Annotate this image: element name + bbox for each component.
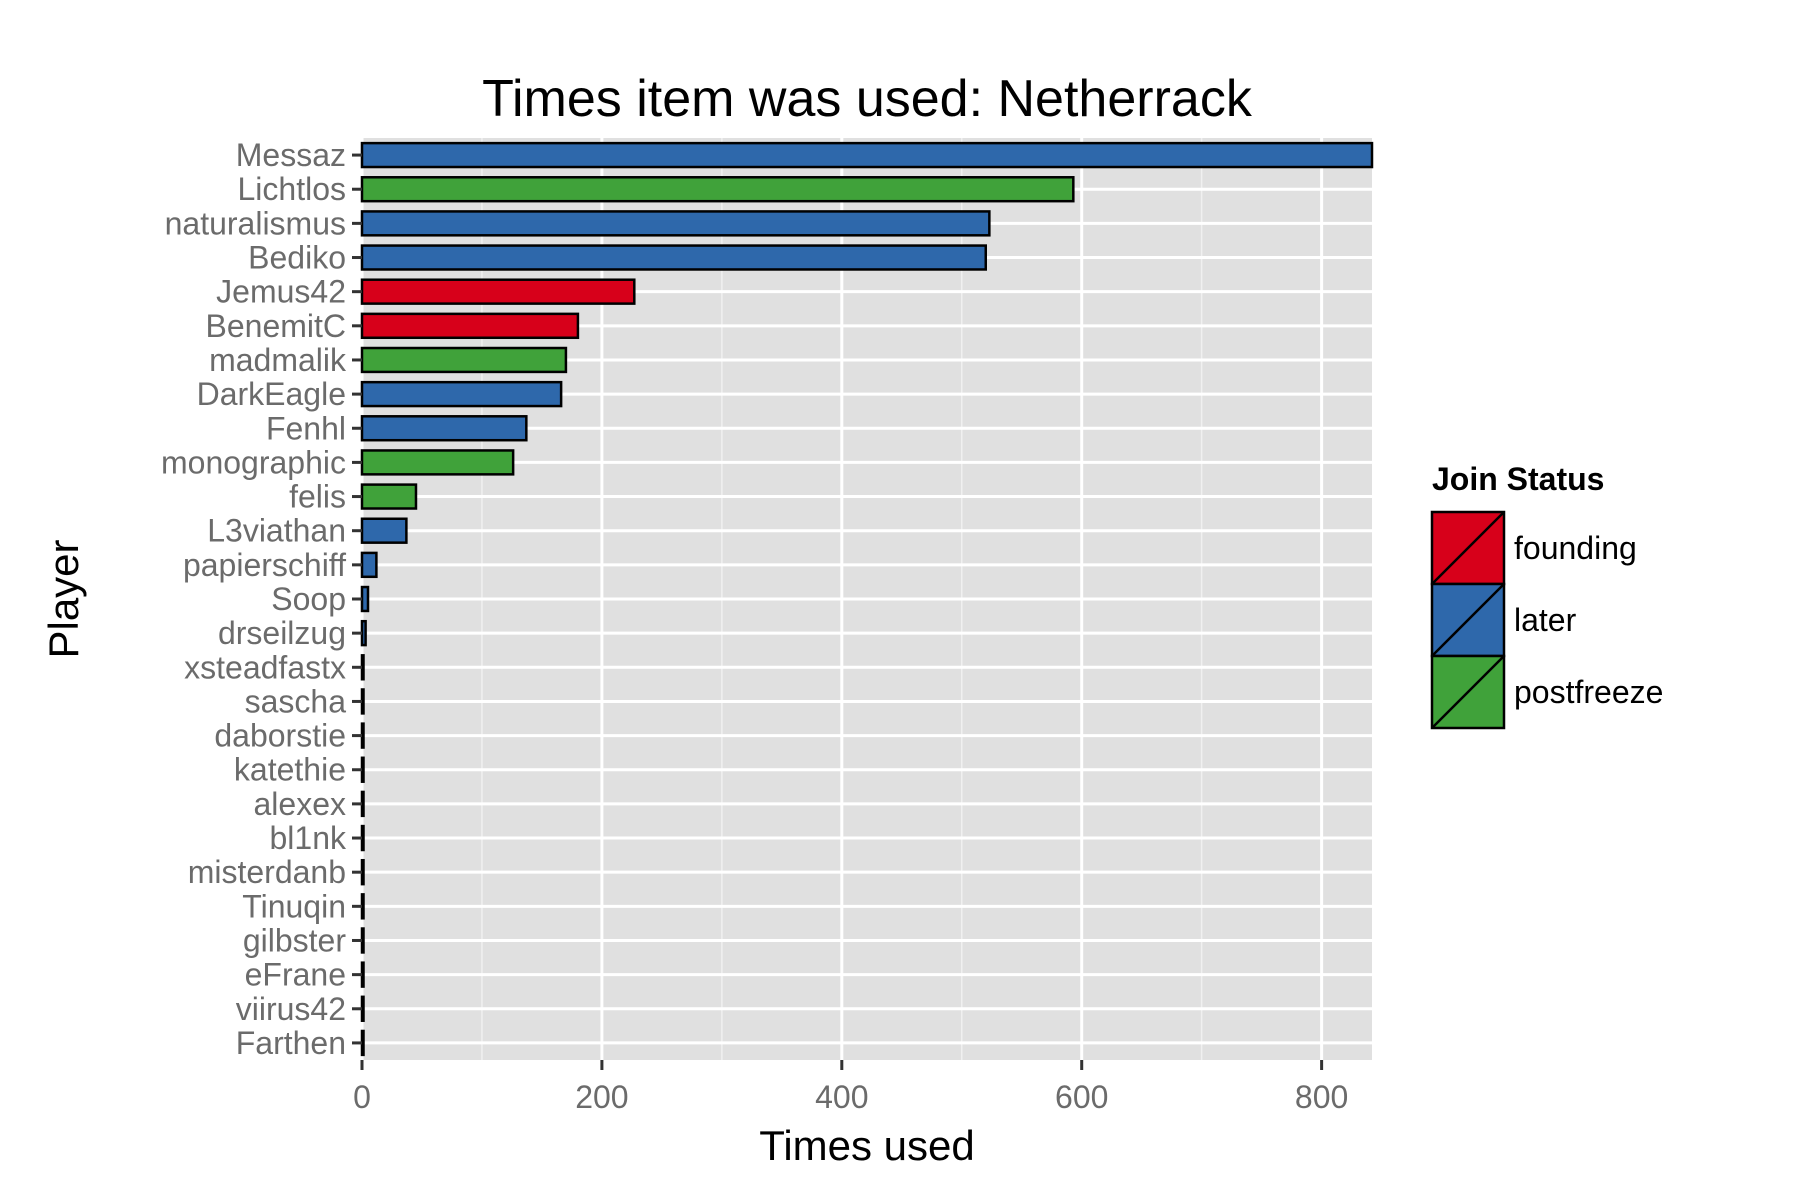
bar-Soop [360,585,370,613]
axes: MessazLichtlosnaturalismusBedikoJemus42B… [161,137,1348,1115]
bar-naturalismus [360,210,991,237]
bar-Jemus42 [360,278,636,305]
bar-DarkEagle [360,380,563,408]
y-tick-label: eFrane [245,957,346,993]
bar-daborstie [360,722,365,749]
legend-key-slash [1431,511,1505,585]
legend-key-slash [1431,655,1505,729]
bar-madmalik [360,346,568,374]
y-axis-title: Player [40,539,87,658]
x-tick-label: 800 [1295,1079,1348,1115]
bar-sascha [360,688,365,715]
y-tick-label: naturalismus [165,205,346,241]
y-tick-label: Soop [271,581,346,617]
bar-eFrane [360,961,365,988]
y-tick-label: Messaz [236,137,346,173]
y-tick-label: alexex [254,786,347,822]
bar-Tinuqin [360,893,365,920]
bar-Farthen [360,1029,365,1057]
y-tick-label: viirus42 [236,991,346,1027]
y-tick-label: katethie [234,752,346,788]
bar-gilbster [360,927,365,954]
y-tick-label: L3viathan [207,513,346,549]
x-tick-label: 200 [575,1079,628,1115]
y-tick-label: Lichtlos [238,171,347,207]
chart-title: Times item was used: Netherrack [482,70,1253,128]
bar-Lichtlos [360,176,1075,203]
y-tick-label: daborstie [214,718,346,754]
bar-misterdanb [360,858,365,886]
bar-alexex [360,790,365,818]
x-axis-title: Times used [759,1122,975,1169]
x-tick-label: 600 [1055,1079,1108,1115]
y-tick-label: papierschiff [183,547,346,583]
y-tick-label: sascha [245,683,347,719]
y-tick-label: xsteadfastx [184,649,346,685]
x-tick-label: 400 [815,1079,868,1115]
bar-xsteadfastx [360,654,365,681]
y-tick-label: drseilzug [218,615,346,651]
y-tick-label: Fenhl [266,410,346,446]
bar-Fenhl [360,415,528,442]
y-tick-label: Jemus42 [216,274,346,310]
y-tick-label: Farthen [236,1025,346,1061]
legend-label-founding: founding [1514,530,1637,566]
bar-BenemitC [360,312,580,340]
bar-monographic [360,449,515,476]
bar-bl1nk [360,824,365,852]
legend-label-postfreeze: postfreeze [1514,674,1663,710]
x-tick-label: 0 [353,1079,371,1115]
y-tick-label: BenemitC [206,308,347,344]
y-tick-label: monographic [161,444,346,480]
bar-felis [360,483,418,510]
bar-Messaz [360,141,1374,169]
y-tick-label: bl1nk [270,820,348,856]
bar-L3viathan [360,517,408,544]
bar-katethie [360,756,365,783]
y-tick-label: madmalik [209,342,347,378]
y-tick-label: felis [289,479,346,515]
legend-key-slash [1431,583,1505,657]
bar-papierschiff [360,551,378,579]
bar-Bediko [360,244,988,271]
y-tick-label: Tinuqin [242,888,346,924]
y-tick-label: Bediko [248,240,346,276]
bar-viirus42 [360,995,365,1022]
y-tick-label: DarkEagle [197,376,346,412]
y-tick-label: misterdanb [188,854,346,890]
legend: Join Status founding later postfreeze [1430,461,1663,730]
bar-drseilzug [360,619,367,647]
legend-label-later: later [1514,602,1577,638]
y-tick-label: gilbster [243,922,347,958]
legend-title: Join Status [1432,461,1604,497]
